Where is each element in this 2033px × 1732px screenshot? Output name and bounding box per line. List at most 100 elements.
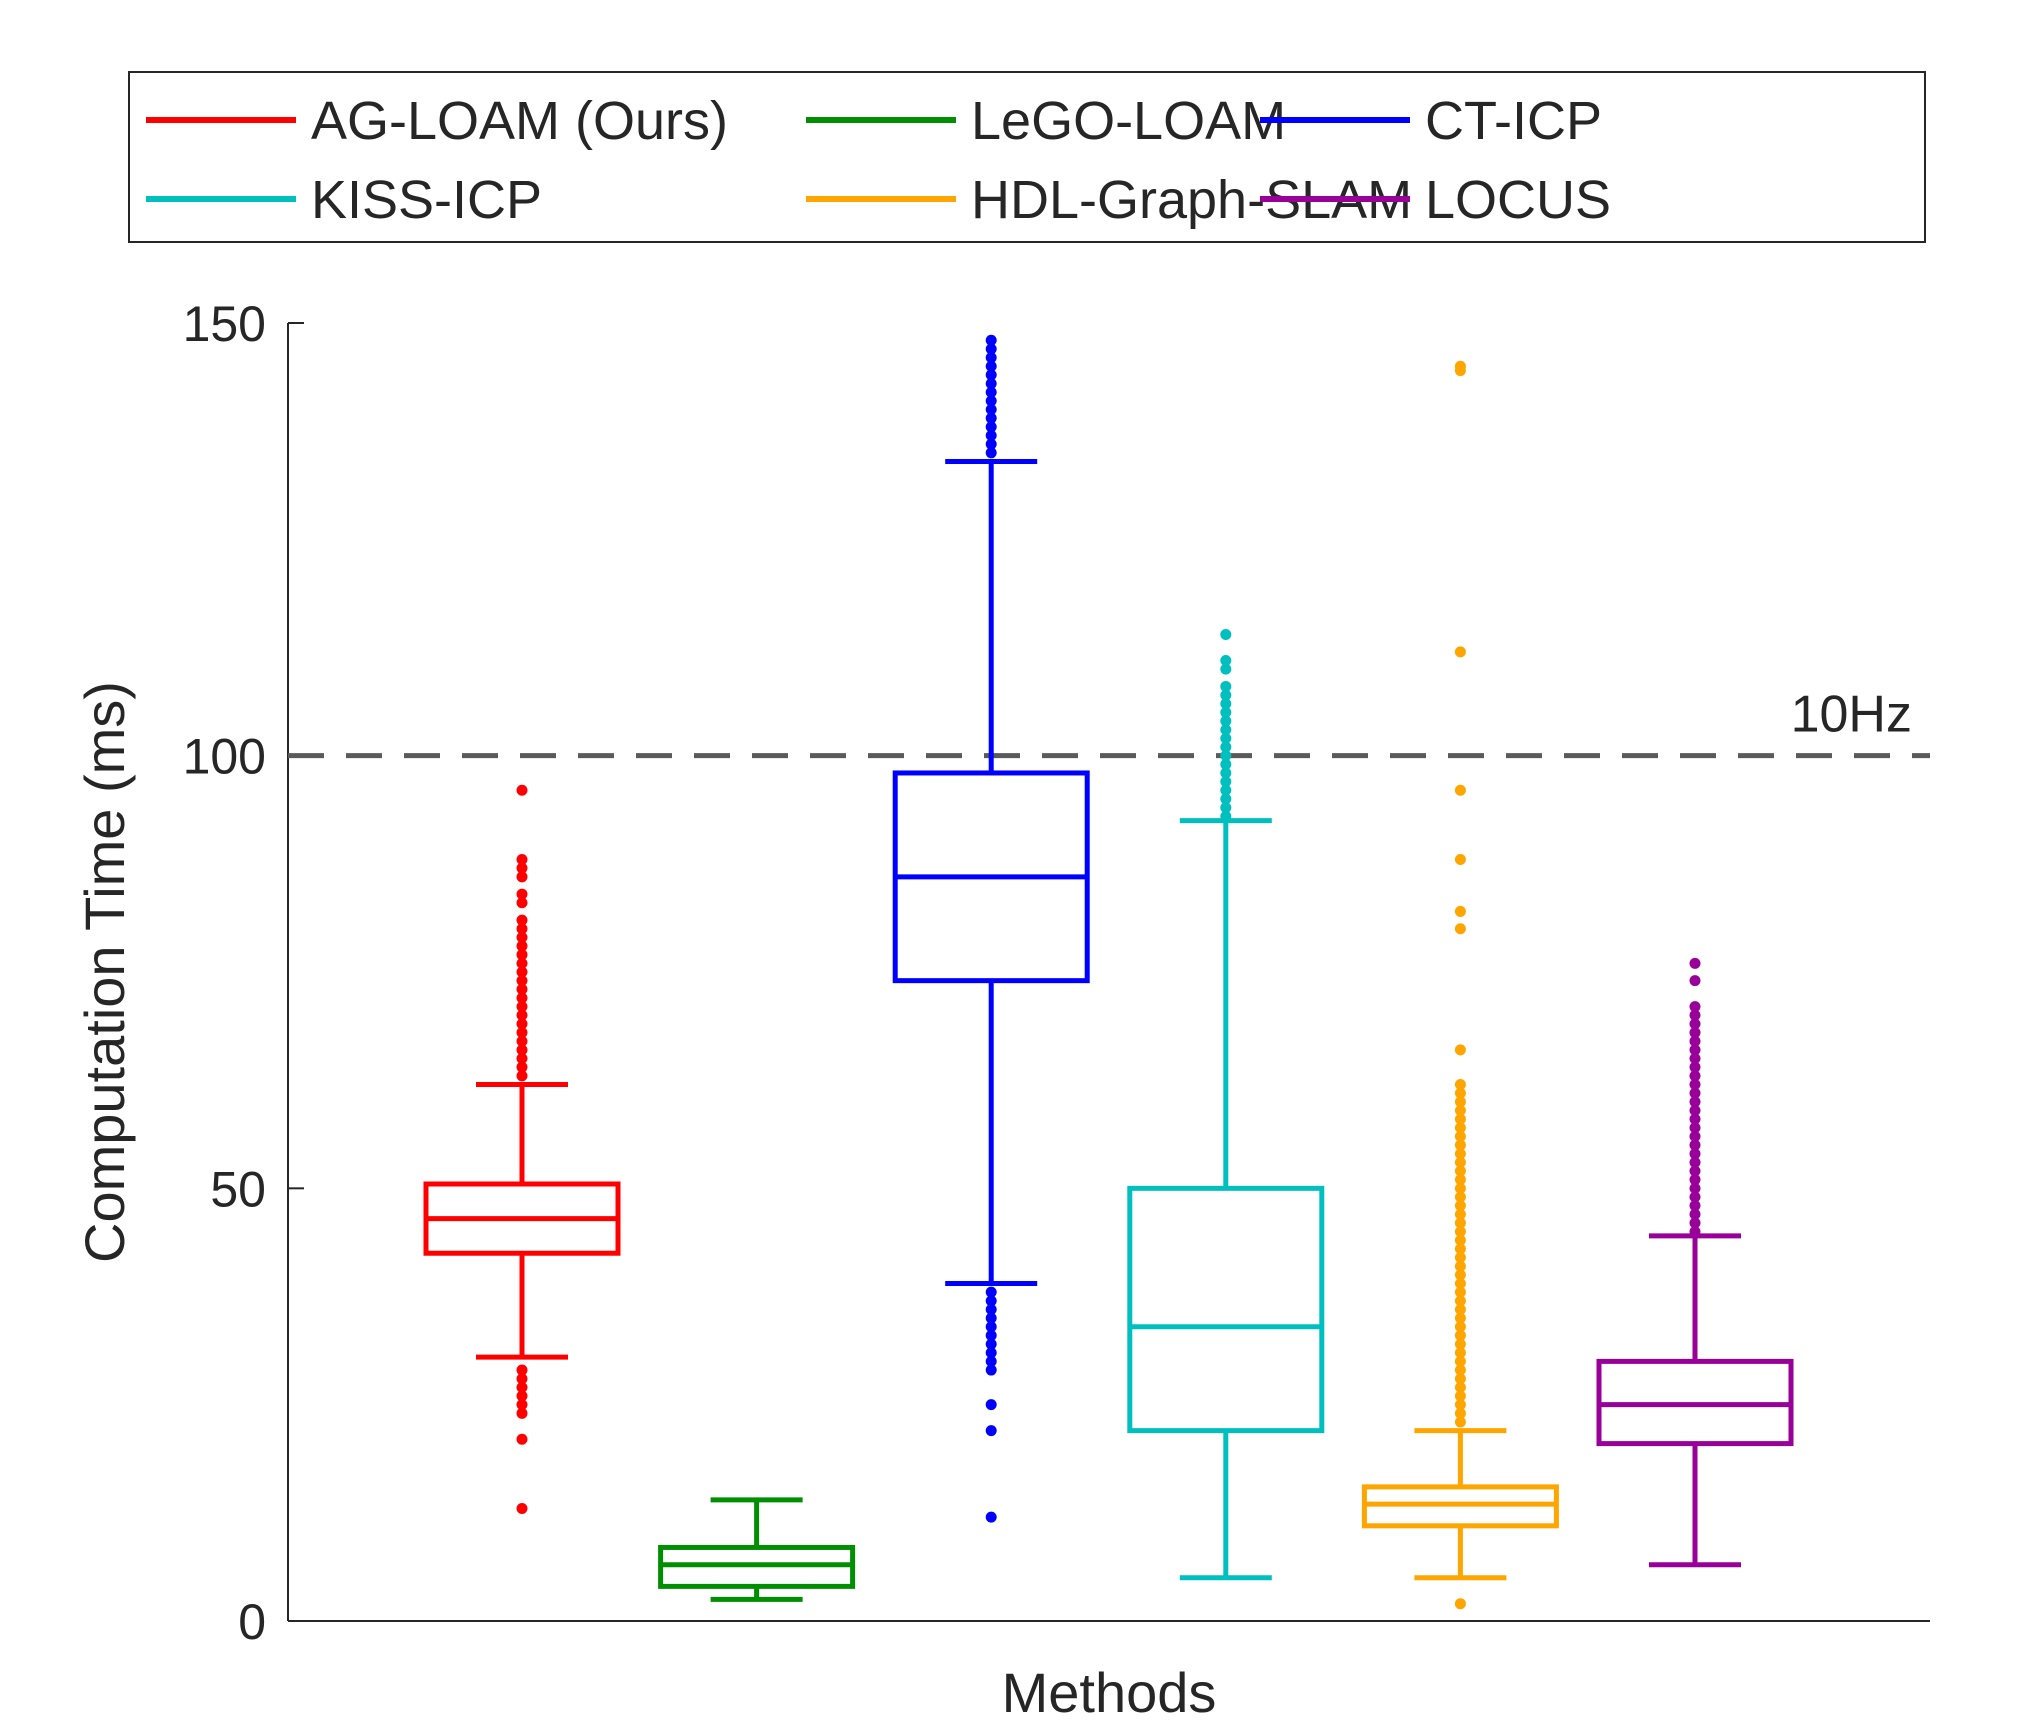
outlier-point	[516, 1373, 528, 1385]
outlier-point	[1689, 1156, 1701, 1168]
outlier-point	[985, 1303, 997, 1315]
outlier-point	[985, 1329, 997, 1341]
legend-frame	[128, 71, 1926, 243]
box-group-ct-icp	[892, 334, 1090, 1523]
outlier-point	[985, 421, 997, 433]
outlier-point	[1454, 1156, 1466, 1168]
outlier-point	[1454, 1286, 1466, 1298]
x-axis-title: Methods	[1002, 1661, 1217, 1724]
outlier-point	[1689, 1078, 1701, 1090]
y-tick-label: 150	[183, 296, 266, 352]
outlier-point	[1454, 1312, 1466, 1324]
outlier-point	[985, 412, 997, 424]
outlier-point	[985, 447, 997, 459]
outlier-point	[1454, 1338, 1466, 1350]
outlier-point	[1689, 1018, 1701, 1030]
outlier-point	[985, 1425, 997, 1437]
outlier-point	[1220, 784, 1232, 796]
outlier-point	[1454, 1174, 1466, 1186]
outlier-point	[985, 369, 997, 381]
outlier-point	[516, 1001, 528, 1013]
outlier-point	[1454, 1364, 1466, 1376]
outlier-point	[516, 1053, 528, 1065]
outlier-point	[1454, 1381, 1466, 1393]
outlier-point	[1689, 1217, 1701, 1229]
outlier-point	[985, 1295, 997, 1307]
outlier-point	[1454, 1295, 1466, 1307]
outlier-point	[1454, 1260, 1466, 1272]
outlier-point	[516, 992, 528, 1004]
outlier-point	[516, 1044, 528, 1056]
outlier-point	[1454, 1303, 1466, 1315]
outlier-point	[985, 404, 997, 416]
outlier-point	[1454, 1096, 1466, 1108]
outlier-point	[1220, 767, 1232, 779]
outlier-point	[1454, 1113, 1466, 1125]
box-group-lego-loam	[658, 1497, 856, 1602]
box-group-kiss-icp	[1127, 629, 1325, 1581]
outlier-point	[1689, 1001, 1701, 1013]
outlier-point	[1454, 1234, 1466, 1246]
outlier-point	[1454, 1226, 1466, 1238]
outlier-point	[985, 360, 997, 372]
box-group-locus	[1596, 957, 1794, 1568]
outlier-point	[516, 1433, 528, 1445]
outlier-point	[985, 378, 997, 390]
outlier-point	[1454, 1078, 1466, 1090]
outlier-point	[1220, 698, 1232, 710]
outlier-point	[516, 1070, 528, 1082]
outlier-point	[1454, 1104, 1466, 1116]
outlier-point	[1454, 1148, 1466, 1160]
outlier-point	[1220, 715, 1232, 727]
outlier-point	[985, 1321, 997, 1333]
outlier-point	[516, 914, 528, 926]
outlier-point	[1454, 1407, 1466, 1419]
outlier-point	[1689, 1087, 1701, 1099]
legend-label: LeGO-LOAM	[971, 91, 1286, 151]
outlier-point	[1220, 776, 1232, 788]
outlier-point	[516, 1027, 528, 1039]
outlier-point	[1689, 1096, 1701, 1108]
outlier-point	[516, 888, 528, 900]
outlier-point	[985, 438, 997, 450]
outlier-point	[1454, 1243, 1466, 1255]
outlier-point	[1454, 1373, 1466, 1385]
outlier-point	[516, 957, 528, 969]
outlier-point	[985, 352, 997, 364]
y-tick-label: 100	[183, 729, 266, 785]
outlier-point	[1454, 1278, 1466, 1290]
outlier-point	[1689, 1174, 1701, 1186]
outlier-point	[1454, 784, 1466, 796]
y-tick-label: 50	[210, 1161, 266, 1217]
outlier-point	[1689, 1130, 1701, 1142]
outlier-point	[985, 1399, 997, 1411]
outlier-point	[516, 1061, 528, 1073]
outlier-point	[516, 983, 528, 995]
outlier-point	[1689, 1009, 1701, 1021]
outlier-point	[985, 1312, 997, 1324]
outlier-point	[985, 1355, 997, 1367]
outlier-point	[1454, 1087, 1466, 1099]
outlier-point	[1454, 1200, 1466, 1212]
outlier-point	[1689, 975, 1701, 987]
outlier-point	[1689, 957, 1701, 969]
outlier-point	[1689, 1027, 1701, 1039]
outlier-point	[1454, 1399, 1466, 1411]
outlier-point	[1454, 1139, 1466, 1151]
outlier-point	[1689, 1148, 1701, 1160]
outlier-point	[1454, 360, 1466, 372]
box-group-ag-loam-ours-	[423, 784, 621, 1515]
outlier-point	[985, 334, 997, 346]
legend-label: CT-ICP	[1425, 91, 1602, 151]
outlier-point	[1220, 654, 1232, 666]
outlier-point	[1220, 793, 1232, 805]
outlier-point	[516, 862, 528, 874]
outlier-point	[1454, 1208, 1466, 1220]
box-group-hdl-graph-slam	[1361, 360, 1559, 1610]
outlier-point	[516, 854, 528, 866]
outlier-point	[516, 1364, 528, 1376]
outlier-point	[1689, 1113, 1701, 1125]
outlier-point	[1220, 810, 1232, 822]
outlier-point	[1454, 1269, 1466, 1281]
reference-line-label: 10Hz	[1791, 686, 1912, 744]
